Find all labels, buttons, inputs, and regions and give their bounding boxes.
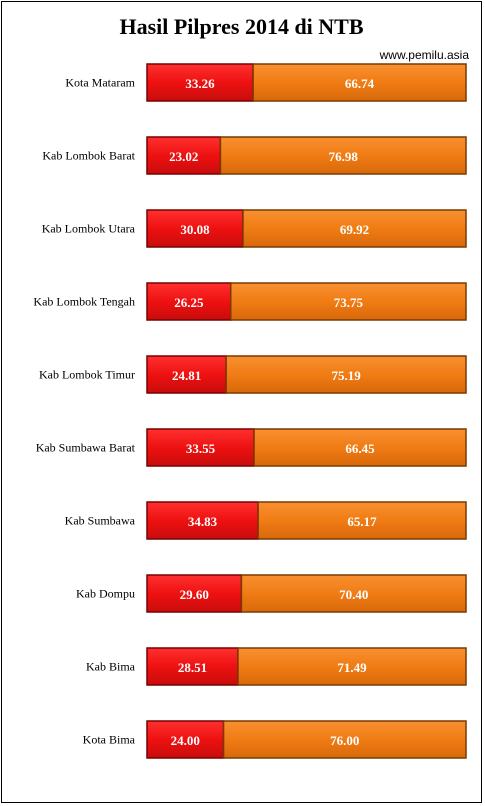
category-label: Kab Lombok Tengah: [33, 295, 135, 309]
category-label: Kab Sumbawa: [65, 514, 136, 528]
bar-segment-2: [222, 720, 467, 759]
bar-segment-1: [146, 136, 222, 175]
bar-segment-1: [146, 355, 227, 394]
bar-value-label: 24.81: [172, 368, 201, 383]
chart-title: Hasil Pilpres 2014 di NTB: [119, 14, 364, 39]
bar-segment-2: [257, 501, 467, 540]
bar-segment-1: [146, 647, 239, 686]
bar-value-label: 34.83: [188, 514, 218, 529]
bar-segment-2: [229, 282, 467, 321]
bar-value-label: 28.51: [178, 660, 207, 675]
bar-value-label: 76.00: [330, 733, 359, 748]
bar-value-label: 24.00: [171, 733, 200, 748]
bar-value-label: 75.19: [331, 368, 361, 383]
category-label: Kab Lombok Utara: [42, 222, 136, 236]
bar-value-label: 26.25: [174, 295, 204, 310]
category-label: Kab Bima: [86, 660, 136, 674]
bar-segment-1: [146, 209, 244, 248]
bar-segment-2: [225, 355, 467, 394]
bar-value-label: 33.55: [186, 441, 216, 456]
category-label: Kab Lombok Barat: [42, 149, 135, 163]
bar-segment-1: [146, 574, 243, 613]
category-label: Kota Mataram: [65, 76, 135, 90]
bar-value-label: 70.40: [339, 587, 368, 602]
category-label: Kab Sumbawa Barat: [36, 441, 136, 455]
bar-value-label: 33.26: [185, 76, 215, 91]
bar-value-label: 66.74: [345, 76, 375, 91]
bar-segment-1: [146, 282, 232, 321]
bar-value-label: 29.60: [180, 587, 209, 602]
bar-value-label: 23.02: [169, 149, 198, 164]
category-label: Kab Lombok Timur: [39, 368, 135, 382]
source-label: www.pemilu.asia: [379, 48, 469, 62]
bar-value-label: 71.49: [337, 660, 367, 675]
bar-segment-2: [219, 136, 467, 175]
bar-value-label: 76.98: [329, 149, 359, 164]
bar-value-label: 73.75: [334, 295, 364, 310]
category-label: Kab Dompu: [76, 587, 135, 601]
bars-layer: Kota Mataram 33.26 66.74 Kab Lombok Barat 23…: [33, 63, 467, 759]
bar-value-label: 65.17: [347, 514, 377, 529]
bar-value-label: 30.08: [180, 222, 210, 237]
bar-value-label: 69.92: [340, 222, 369, 237]
bar-segment-2: [253, 428, 467, 467]
bar-segment-1: [146, 501, 259, 540]
category-label: Kota Bima: [83, 733, 136, 747]
bar-segment-1: [146, 428, 255, 467]
bar-segment-2: [252, 63, 467, 102]
bar-segment-2: [240, 574, 467, 613]
bar-value-label: 66.45: [345, 441, 375, 456]
bar-segment-2: [242, 209, 467, 248]
bar-segment-2: [237, 647, 467, 686]
